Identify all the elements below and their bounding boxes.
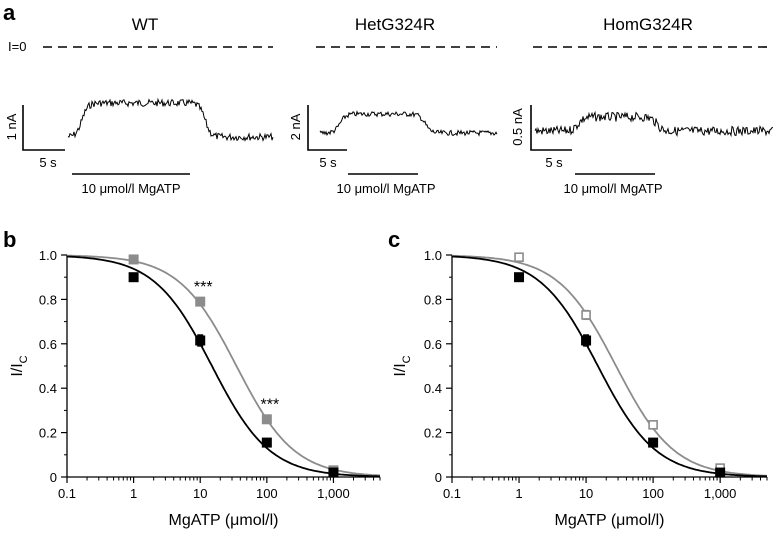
y-tick-label-c: 0.2 <box>424 426 442 441</box>
data-point-c <box>648 437 659 448</box>
fit-curve-c-0 <box>451 255 767 478</box>
x-tick-label-b: 1,000 <box>317 486 350 501</box>
drug-label-hom: 10 μmol/l MgATP <box>564 181 663 196</box>
x-tick-label-b: 0.1 <box>58 486 76 501</box>
x-axis-label-b: MgATP (μmol/l) <box>169 512 279 529</box>
drug-label-het: 10 μmol/l MgATP <box>337 181 436 196</box>
data-point-b <box>328 467 339 478</box>
y-tick-label-b: 0.2 <box>39 426 57 441</box>
y-tick-label-c: 1.0 <box>424 248 442 263</box>
fit-curve-b-0 <box>66 255 380 478</box>
data-point-c <box>581 335 592 346</box>
zero-current-label: I=0 <box>8 39 26 54</box>
data-point-c <box>648 420 658 430</box>
scale-bar-het <box>307 105 347 151</box>
y-axis-label-c: I/IC <box>392 355 413 376</box>
y-tick-label-b: 0.4 <box>39 381 57 396</box>
x-tick-label-c: 1 <box>515 486 522 501</box>
data-point-b <box>261 437 272 448</box>
y-tick-label-b: 0 <box>50 470 57 485</box>
y-tick-label-c: 0 <box>435 470 442 485</box>
y-tick-label-c: 0.8 <box>424 292 442 307</box>
time-scale-het: 5 s <box>319 155 337 170</box>
scale-bar-wt <box>22 105 65 151</box>
x-tick-label-c: 0.1 <box>443 486 461 501</box>
chart-panel-b: 0 0.2 0.4 0.6 0.8 1.0 0.1 1 10 100 1,000 MgATP (μmo… <box>9 248 381 529</box>
x-tick-label-c: 100 <box>642 486 664 501</box>
current-trace-het <box>319 110 498 137</box>
x-axis-label-c: MgATP (μmol/l) <box>555 512 665 529</box>
panel-c-letter: c <box>388 227 400 252</box>
y-tick-label-b: 0.6 <box>39 337 57 352</box>
current-trace-wt <box>67 97 274 142</box>
scale-bar-hom <box>530 105 572 151</box>
data-point-b <box>128 272 139 283</box>
x-tick-label-b: 100 <box>256 486 278 501</box>
significance-label-b: *** <box>194 279 213 296</box>
y-axis-label-b: I/IC <box>9 355 30 376</box>
trace-title-wt: WT <box>132 15 158 34</box>
data-point-b <box>195 296 206 307</box>
drug-label-wt: 10 μmol/l MgATP <box>82 181 181 196</box>
data-point-c <box>514 272 525 283</box>
x-tick-label-c: 10 <box>579 486 593 501</box>
chart-panel-c: 0 0.2 0.4 0.6 0.8 1.0 0.1 1 10 100 1,000 MgATP (μmo… <box>392 248 768 529</box>
current-trace-hom <box>534 110 773 138</box>
time-scale-wt: 5 s <box>39 155 57 170</box>
trace-title-hom: HomG324R <box>603 15 693 34</box>
data-point-b <box>195 335 206 346</box>
y-tick-label-c: 0.4 <box>424 381 442 396</box>
panel-b-letter: b <box>3 227 16 252</box>
data-point-b <box>261 414 272 425</box>
y-tick-label-c: 0.6 <box>424 337 442 352</box>
current-scale-het: 2 nA <box>288 113 303 140</box>
y-tick-label-b: 1.0 <box>39 248 57 263</box>
significance-label-b: *** <box>260 397 279 414</box>
time-scale-hom: 5 s <box>545 155 563 170</box>
fit-curve-c-1 <box>452 254 768 477</box>
current-scale-wt: 1 nA <box>4 113 19 140</box>
current-scale-hom: 0.5 nA <box>510 108 525 146</box>
y-tick-label-b: 0.8 <box>39 292 57 307</box>
data-point-b <box>128 254 139 265</box>
data-point-c <box>514 252 524 263</box>
data-point-c <box>581 310 591 320</box>
x-tick-label-c: 1,000 <box>704 486 737 501</box>
x-tick-label-b: 1 <box>130 486 137 501</box>
x-tick-label-b: 10 <box>193 486 207 501</box>
panel-a-letter: a <box>3 0 16 25</box>
data-point-c <box>715 467 726 478</box>
fit-curve-b-1 <box>66 254 381 477</box>
trace-title-het: HetG324R <box>355 15 435 34</box>
